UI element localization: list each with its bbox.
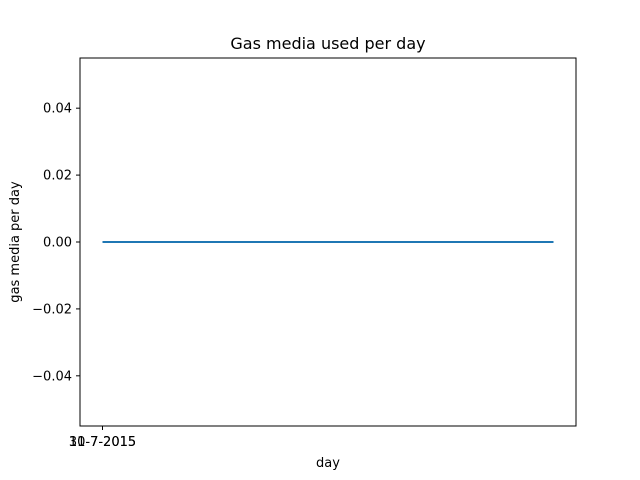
x-axis-label: day [316,456,340,471]
x-tick-label: 31-7-2015 [69,435,136,450]
chart-title: Gas media used per day [230,34,425,53]
x-tick-label: 10-7-2015 [69,435,136,450]
y-tick-label: −0.04 [32,369,72,384]
y-axis-label: gas media per day [8,181,23,303]
y-axis: −0.04 −0.02 0.00 0.02 0.04 [32,102,80,384]
y-tick-label: 0.04 [43,102,72,117]
y-tick-label: 0.02 [43,169,72,184]
y-tick-label: 0.00 [43,236,72,251]
y-tick-label: −0.02 [32,302,72,317]
